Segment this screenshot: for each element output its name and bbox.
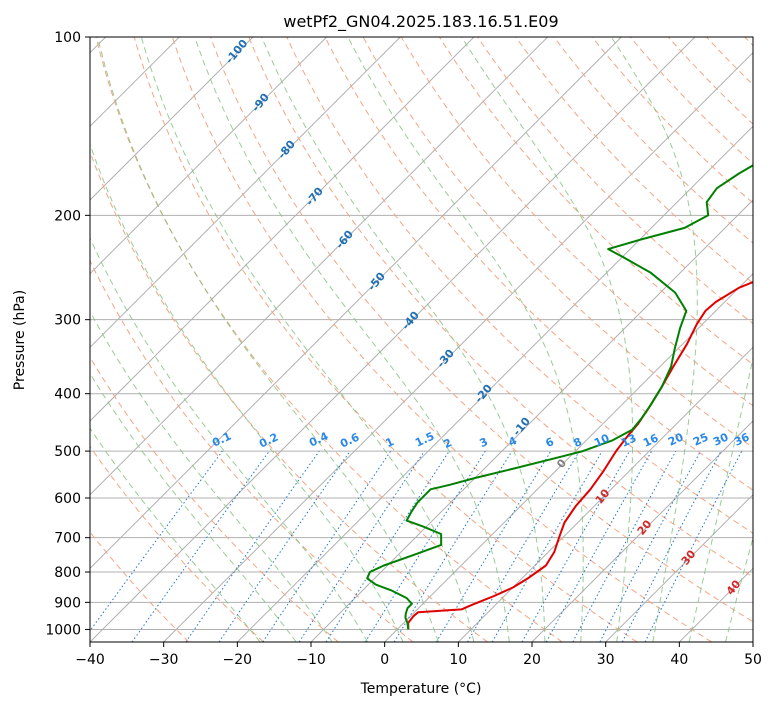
dry-adiabat-lines: [90, 37, 753, 642]
isotherm-line: [90, 37, 254, 201]
chart-title: wetPf2_GN04.2025.183.16.51.E09: [283, 12, 558, 32]
mixing-ratio-line: [325, 450, 450, 642]
moist-adiabat-line: [90, 372, 297, 642]
moist-adiabat-line: [140, 37, 475, 642]
y-tick-label: 100: [54, 30, 81, 46]
x-tick-label: −30: [149, 652, 179, 668]
isotherm-line: [90, 37, 549, 496]
isotherm-line: [384, 272, 753, 642]
moist-adiabat-line: [90, 142, 404, 642]
dry-adiabat-line: [515, 37, 753, 284]
y-axis-title: Pressure (hPa): [12, 290, 28, 390]
y-tick-label: 300: [54, 313, 81, 329]
isotherm-line: [90, 37, 401, 349]
sounding-series: [366, 164, 753, 630]
dry-adiabat-line: [400, 37, 753, 407]
plot-frame: [89, 36, 754, 643]
x-tick-label: −20: [223, 652, 253, 668]
moist-adiabat-line: [610, 37, 698, 642]
dry-adiabat-line: [324, 37, 753, 491]
x-tick-label: 10: [449, 652, 467, 668]
dry-adiabat-line: [90, 445, 264, 642]
isotherm-line: [90, 37, 696, 642]
plot-area: -100-90-80-70-60-50-40-30-20-10010203040…: [90, 37, 753, 642]
isotherm-line: [90, 37, 475, 422]
moist-adiabat-line: [461, 37, 634, 642]
dry-adiabat-line: [248, 37, 753, 578]
moist-adiabat-lines: [90, 37, 753, 642]
moist-adiabat-line: [90, 236, 369, 642]
mixing-ratio-line: [393, 450, 513, 642]
mixing-ratio-label: 30: [711, 430, 731, 448]
mixing-ratio-label: 20: [666, 430, 686, 448]
mixing-ratio-lines: [90, 450, 743, 642]
isotherm-lines: [90, 37, 753, 642]
x-tick-label: 30: [597, 652, 615, 668]
mixing-ratio-line: [90, 450, 223, 632]
mixing-ratio-label: 10: [592, 431, 612, 449]
moist-adiabat-line: [261, 37, 546, 642]
dry-adiabat-line: [629, 37, 753, 165]
moist-adiabat-line: [194, 37, 510, 642]
isotherm-line: [605, 493, 753, 642]
moist-adiabat-line: [347, 37, 584, 642]
mixing-ratio-line: [218, 450, 351, 642]
y-tick-label: 500: [54, 444, 81, 460]
mixing-ratio-label: 16: [641, 431, 661, 449]
moist-adiabat-line: [97, 37, 439, 642]
y-tick-label: 800: [54, 565, 81, 581]
mixing-ratio-line: [364, 450, 486, 642]
axes: −40 −30 −20 −10 0 10 20 30 40 50 1000 900 800 700 600 5…: [45, 30, 762, 668]
dry-adiabat-line: [95, 37, 563, 642]
dry-adiabat-line: [210, 37, 753, 623]
mixing-ratio-line: [185, 450, 320, 642]
moist-adiabat-line: [725, 536, 753, 642]
dry-adiabat-line: [362, 37, 753, 449]
x-tick-label: −40: [75, 652, 105, 668]
x-tick-label: 50: [744, 652, 762, 668]
mixing-ratio-label: 25: [691, 430, 710, 448]
y-tick-label: 1000: [45, 622, 81, 638]
dry-adiabat-line: [477, 37, 753, 325]
mixing-ratio-label: 36: [732, 430, 752, 448]
y-tick-label: 200: [54, 208, 81, 224]
isotherm-line: [236, 125, 753, 642]
x-tick-label: 20: [523, 652, 541, 668]
isotherm-line: [90, 37, 622, 570]
mixing-ratio-line: [545, 450, 653, 642]
y-tick-label: 600: [54, 491, 81, 507]
mixing-ratio-label: 13: [619, 431, 638, 449]
x-tick-label: 40: [670, 652, 688, 668]
isotherm-line: [531, 420, 753, 642]
isotherm-line: [457, 346, 753, 642]
moist-adiabat-line: [90, 427, 261, 642]
y-tick-label: 700: [54, 531, 81, 547]
mixing-ratio-line: [467, 450, 580, 642]
moist-adiabat-line: [90, 310, 333, 642]
x-tick-label: 0: [380, 652, 389, 668]
x-axis-title: Temperature (°C): [360, 681, 482, 697]
isotherm-line: [90, 37, 328, 275]
mixing-ratio-line: [572, 450, 677, 642]
dry-adiabat-line: [171, 37, 712, 642]
x-tick-label: −10: [296, 652, 326, 668]
dewpoint-trace: [366, 164, 753, 630]
mixing-ratio-line: [491, 450, 603, 642]
moist-adiabat-line: [688, 355, 753, 642]
y-tick-label: 900: [54, 595, 81, 611]
y-tick-label: 400: [54, 387, 81, 403]
dry-adiabat-line: [133, 37, 638, 642]
dry-adiabat-line: [591, 37, 753, 204]
mixing-ratio-line: [521, 450, 630, 642]
mixing-ratio-line: [131, 450, 270, 642]
